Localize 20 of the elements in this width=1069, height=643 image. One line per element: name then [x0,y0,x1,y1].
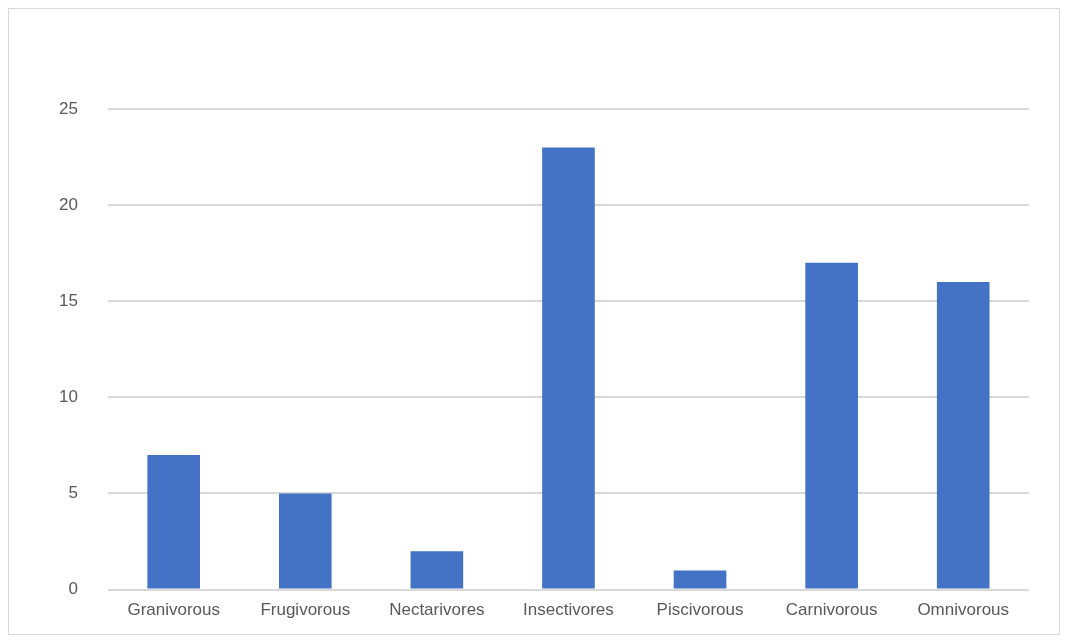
bar [673,570,727,589]
y-tick-label: 0 [68,579,78,599]
y-tick-label: 5 [68,483,78,503]
bar [542,147,595,589]
x-tick-label: Granivorous [127,600,221,620]
x-tick-label: Frugivorous [260,600,351,620]
bar [147,455,201,589]
bar [805,262,858,589]
x-tick-label: Piscivorous [656,600,744,620]
y-tick-label: 25 [58,98,78,118]
y-tick-label: 20 [58,194,78,214]
bar [410,551,464,589]
x-tick-label: Nectarivores [389,600,485,620]
bar [936,282,990,589]
y-tick-label: 10 [58,387,78,407]
y-tick-label: 15 [58,290,78,310]
x-tick-label: Insectivores [523,600,614,620]
x-tick-label: Carnivorous [785,600,878,620]
bar [278,493,332,589]
x-tick-label: Omnivorous [917,600,1010,620]
